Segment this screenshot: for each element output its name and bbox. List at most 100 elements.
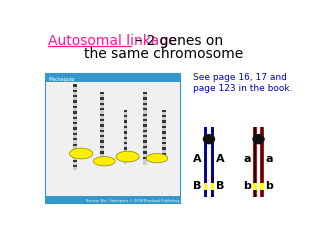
Bar (100, 130, 104, 132)
Bar (100, 140, 104, 143)
Bar (163, 126, 165, 128)
Bar (124, 137, 127, 139)
Bar (73, 144, 77, 146)
Bar (143, 108, 147, 110)
Bar (143, 146, 147, 148)
Text: Source: Bio / Interspace © 2008 Biovisual Publishing: Source: Bio / Interspace © 2008 Biovisua… (86, 199, 180, 203)
Bar (211, 127, 214, 197)
Bar (253, 183, 257, 190)
Bar (45, 196, 180, 203)
Bar (100, 157, 104, 159)
Bar (163, 153, 165, 155)
Bar (205, 127, 206, 197)
Text: a: a (266, 154, 273, 164)
Bar (143, 140, 147, 143)
Bar (163, 131, 165, 133)
Bar (163, 110, 165, 160)
Bar (124, 153, 127, 155)
Bar (211, 183, 214, 190)
Bar (204, 127, 207, 197)
Ellipse shape (116, 151, 139, 162)
Bar (143, 130, 147, 132)
Bar (163, 115, 165, 117)
Text: A: A (216, 154, 225, 164)
Bar (100, 135, 104, 137)
Bar (124, 120, 127, 123)
Text: a: a (243, 154, 251, 164)
Bar (143, 103, 147, 105)
Bar (124, 147, 127, 150)
Bar (45, 73, 180, 203)
Bar (100, 151, 104, 154)
Bar (73, 106, 77, 108)
Bar (143, 157, 147, 159)
Bar (73, 127, 77, 130)
Bar (163, 147, 165, 150)
Bar (45, 82, 180, 196)
Bar (100, 146, 104, 148)
Bar (100, 114, 104, 116)
Bar (73, 84, 77, 170)
Bar (253, 127, 257, 197)
Ellipse shape (261, 158, 263, 160)
Bar (45, 73, 180, 82)
Bar (143, 151, 147, 154)
Text: – 2 genes on: – 2 genes on (132, 34, 224, 48)
Bar (73, 160, 77, 162)
Bar (143, 119, 147, 121)
Bar (212, 127, 213, 197)
Bar (100, 92, 104, 94)
Bar (100, 97, 104, 100)
Bar (124, 110, 127, 163)
Bar (100, 108, 104, 110)
Bar (163, 110, 165, 112)
Bar (124, 131, 127, 133)
Bar (73, 90, 77, 92)
Bar (73, 117, 77, 119)
Ellipse shape (69, 148, 93, 159)
Bar (73, 165, 77, 168)
Bar (100, 92, 104, 165)
Bar (143, 97, 147, 100)
Ellipse shape (211, 158, 214, 160)
Bar (124, 142, 127, 144)
Bar (73, 111, 77, 114)
Bar (73, 100, 77, 103)
Text: B: B (193, 181, 201, 191)
Bar (73, 149, 77, 151)
Bar (260, 183, 264, 190)
Ellipse shape (204, 158, 207, 160)
Text: A: A (193, 154, 201, 164)
Bar (73, 138, 77, 140)
Text: b: b (243, 181, 251, 191)
Bar (73, 84, 77, 87)
Bar (73, 95, 77, 97)
Bar (124, 158, 127, 161)
Ellipse shape (252, 134, 265, 144)
Bar (163, 142, 165, 144)
Bar (163, 137, 165, 139)
Text: Mackequip: Mackequip (49, 77, 75, 82)
Bar (204, 183, 207, 190)
Bar (124, 110, 127, 112)
Bar (73, 122, 77, 124)
Bar (73, 154, 77, 157)
Text: the same chromosome: the same chromosome (84, 47, 244, 60)
Bar (143, 92, 147, 165)
Ellipse shape (146, 154, 168, 163)
Ellipse shape (254, 158, 256, 160)
Bar (124, 115, 127, 117)
Ellipse shape (203, 134, 215, 144)
Text: B: B (216, 181, 224, 191)
Bar (124, 126, 127, 128)
Bar (143, 135, 147, 137)
Bar (163, 120, 165, 123)
Bar (260, 127, 264, 197)
Bar (100, 124, 104, 126)
Text: b: b (266, 181, 273, 191)
Bar (143, 114, 147, 116)
Bar (100, 119, 104, 121)
Bar (143, 124, 147, 126)
Bar (261, 127, 263, 197)
Bar (254, 127, 256, 197)
